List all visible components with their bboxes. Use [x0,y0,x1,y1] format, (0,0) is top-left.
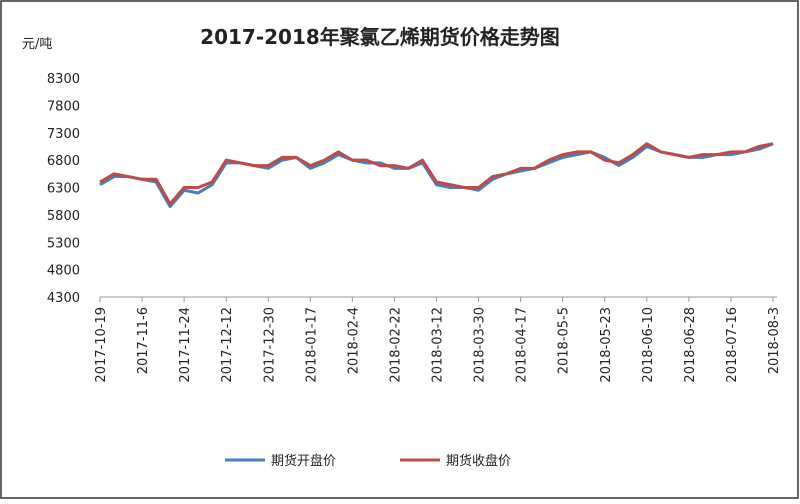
x-tick-label: 2017-11-24 [178,307,193,383]
legend-label: 期货开盘价 [271,453,336,469]
y-tick-label: 6300 [47,182,80,197]
y-tick-label: 6800 [47,154,80,169]
x-tick-label: 2017-12-12 [220,307,235,383]
y-tick-label: 7300 [47,127,80,142]
y-tick-label: 7800 [47,99,80,114]
x-tick-label: 2017-12-30 [262,307,277,383]
x-tick-label: 2018-02-4 [346,307,361,374]
x-tick-label: 2018-05-5 [557,307,572,374]
y-tick-label: 8300 [47,72,80,87]
y-tick-label: 5300 [47,236,80,251]
x-tick-label: 2017-11-6 [136,307,151,374]
x-tick-label: 2018-03-12 [431,307,446,383]
x-tick-label: 2018-04-17 [515,307,530,383]
legend-label: 期货收盘价 [446,453,511,469]
x-tick-label: 2017-10-19 [94,307,109,383]
series-line [99,142,774,206]
x-tick-label: 2018-06-28 [683,307,698,383]
x-tick-label: 2018-01-17 [304,307,319,383]
x-tick-label: 2018-03-30 [473,307,488,383]
y-tick-label: 4800 [47,264,80,279]
chart-title: 2017-2018年聚氯乙烯期货价格走势图 [200,25,560,49]
x-tick-label: 2018-07-16 [725,307,740,383]
x-tick-label: 2018-05-23 [599,307,614,383]
y-axis-label: 元/吨 [22,37,52,52]
y-tick-label: 5800 [47,209,80,224]
x-tick-label: 2018-06-10 [641,307,656,383]
y-tick-label: 4300 [47,291,80,306]
x-tick-label: 2018-02-22 [388,307,403,383]
x-tick-label: 2018-08-3 [767,307,782,374]
